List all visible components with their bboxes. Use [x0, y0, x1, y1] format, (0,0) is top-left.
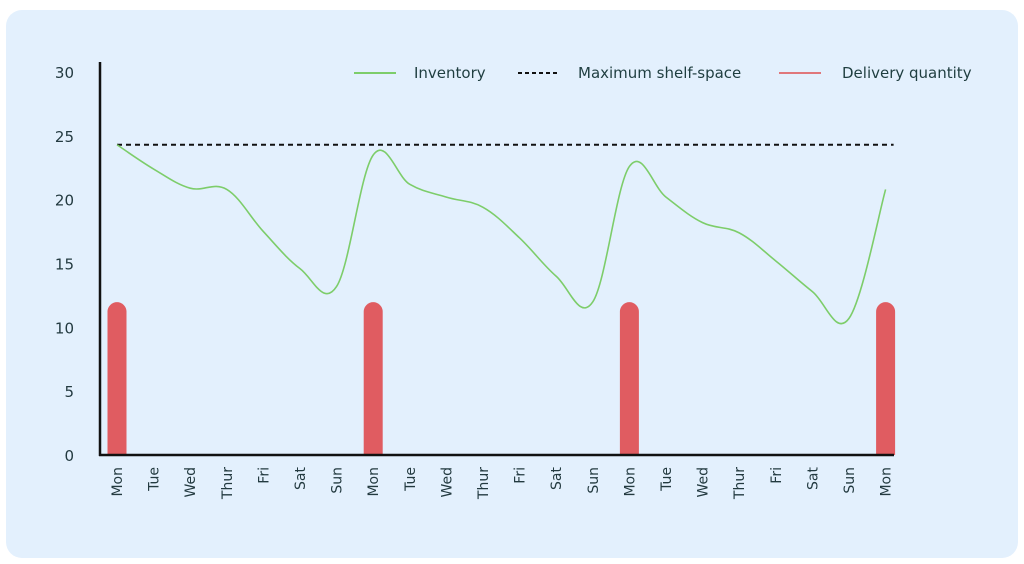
- x-tick-label: Tue: [659, 467, 675, 492]
- x-tick-label: Thur: [476, 467, 492, 500]
- x-tick-label: Wed: [696, 467, 712, 498]
- delivery-bar: [107, 302, 127, 455]
- y-tick-label: 25: [55, 128, 74, 146]
- x-tick-label: Mon: [622, 467, 638, 497]
- x-tick-label: Sun: [842, 467, 858, 494]
- legend-max-shelf-label: Maximum shelf-space: [578, 64, 741, 82]
- x-tick-label: Tue: [403, 467, 419, 492]
- legend: Inventory Maximum shelf-space Delivery q…: [354, 64, 972, 82]
- delivery-bars: [107, 302, 896, 455]
- x-tick-label: Fri: [256, 467, 272, 484]
- x-tick-label: Sun: [330, 467, 346, 494]
- legend-delivery-label: Delivery quantity: [842, 64, 972, 82]
- x-tick-label: Thur: [220, 467, 236, 500]
- x-tick-label: Tue: [147, 467, 163, 492]
- x-tick-label: Fri: [513, 467, 529, 484]
- y-tick-label: 0: [64, 447, 74, 465]
- x-tick-label: Wed: [439, 467, 455, 498]
- x-axis-labels: Mon Tue Wed Thur Fri Sat Sun Mon Tue Wed Thur Fri Sa…: [110, 467, 895, 501]
- y-tick-label: 30: [55, 64, 74, 82]
- inventory-line: [116, 144, 887, 325]
- x-tick-label: Mon: [366, 467, 382, 497]
- legend-inventory-label: Inventory: [414, 64, 486, 82]
- delivery-bar: [876, 302, 896, 455]
- y-tick-label: 5: [64, 383, 74, 401]
- x-tick-label: Sun: [586, 467, 602, 494]
- x-tick-label: Mon: [110, 467, 126, 497]
- y-axis-ticks: 0 5 10 15 20 25 30: [55, 64, 74, 465]
- y-tick-label: 15: [55, 256, 74, 274]
- y-tick-label: 20: [55, 192, 74, 210]
- x-tick-label: Thur: [732, 467, 748, 500]
- x-tick-label: Sat: [293, 467, 309, 490]
- x-tick-label: Mon: [879, 467, 895, 497]
- y-tick-label: 10: [55, 319, 74, 337]
- chart-card: [6, 10, 1018, 558]
- x-tick-label: Wed: [183, 467, 199, 498]
- delivery-bar: [363, 302, 383, 455]
- x-tick-label: Sat: [805, 467, 821, 490]
- x-tick-label: Sat: [549, 467, 565, 490]
- x-tick-label: Fri: [769, 467, 785, 484]
- delivery-bar: [619, 302, 639, 455]
